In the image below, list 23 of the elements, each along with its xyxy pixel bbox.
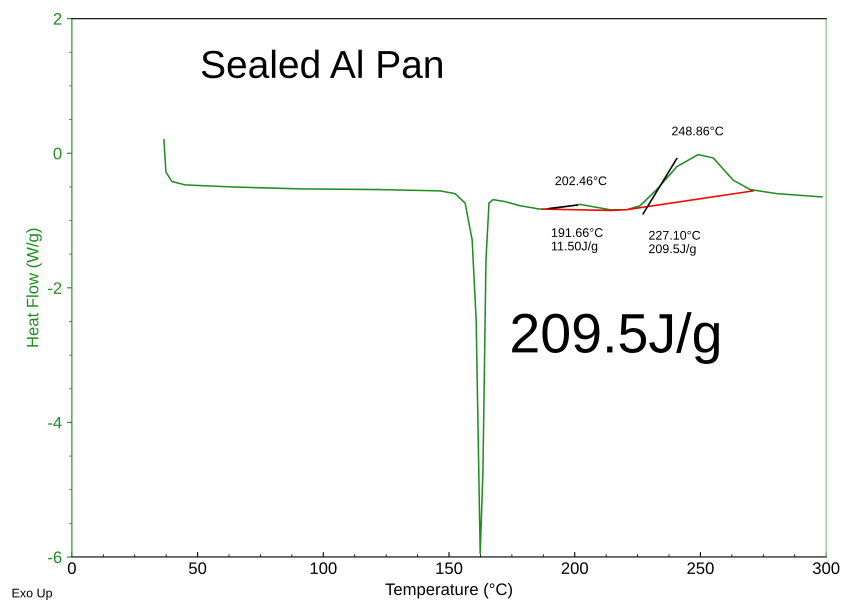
x-tick-label: 100 <box>310 562 337 574</box>
x-tick-label: 150 <box>436 562 462 574</box>
x-tick-label: 200 <box>562 562 588 574</box>
x-axis-title: Temperature (°C) <box>385 582 512 598</box>
y-tick-label: -2 <box>48 282 62 294</box>
annotation: Sealed Al Pan <box>202 50 442 78</box>
line-series <box>163 139 823 554</box>
x-tick-label: 250 <box>687 562 714 574</box>
y-tick-label: 0 <box>54 148 62 160</box>
y-tick-label: -6 <box>48 551 62 564</box>
y-axis-title: Heat Flow (W/g) <box>26 228 42 347</box>
line-series <box>541 190 754 212</box>
annotation: 227.10°C 209.5J/g <box>649 230 700 256</box>
x-tick-label: 300 <box>812 562 840 574</box>
annotation: 202.46°C <box>555 176 607 186</box>
text: Exo Up <box>12 588 52 600</box>
y-tick-label: 2 <box>54 13 62 25</box>
annotation: 248.86°C <box>672 126 724 136</box>
x-tick-label: 50 <box>188 562 206 574</box>
annotation: 209.5J/g <box>512 312 719 364</box>
x-tick-label: 0 <box>68 562 76 574</box>
annotation: 191.66°C 11.50J/g <box>552 228 603 253</box>
y-tick-label: -4 <box>48 416 62 428</box>
